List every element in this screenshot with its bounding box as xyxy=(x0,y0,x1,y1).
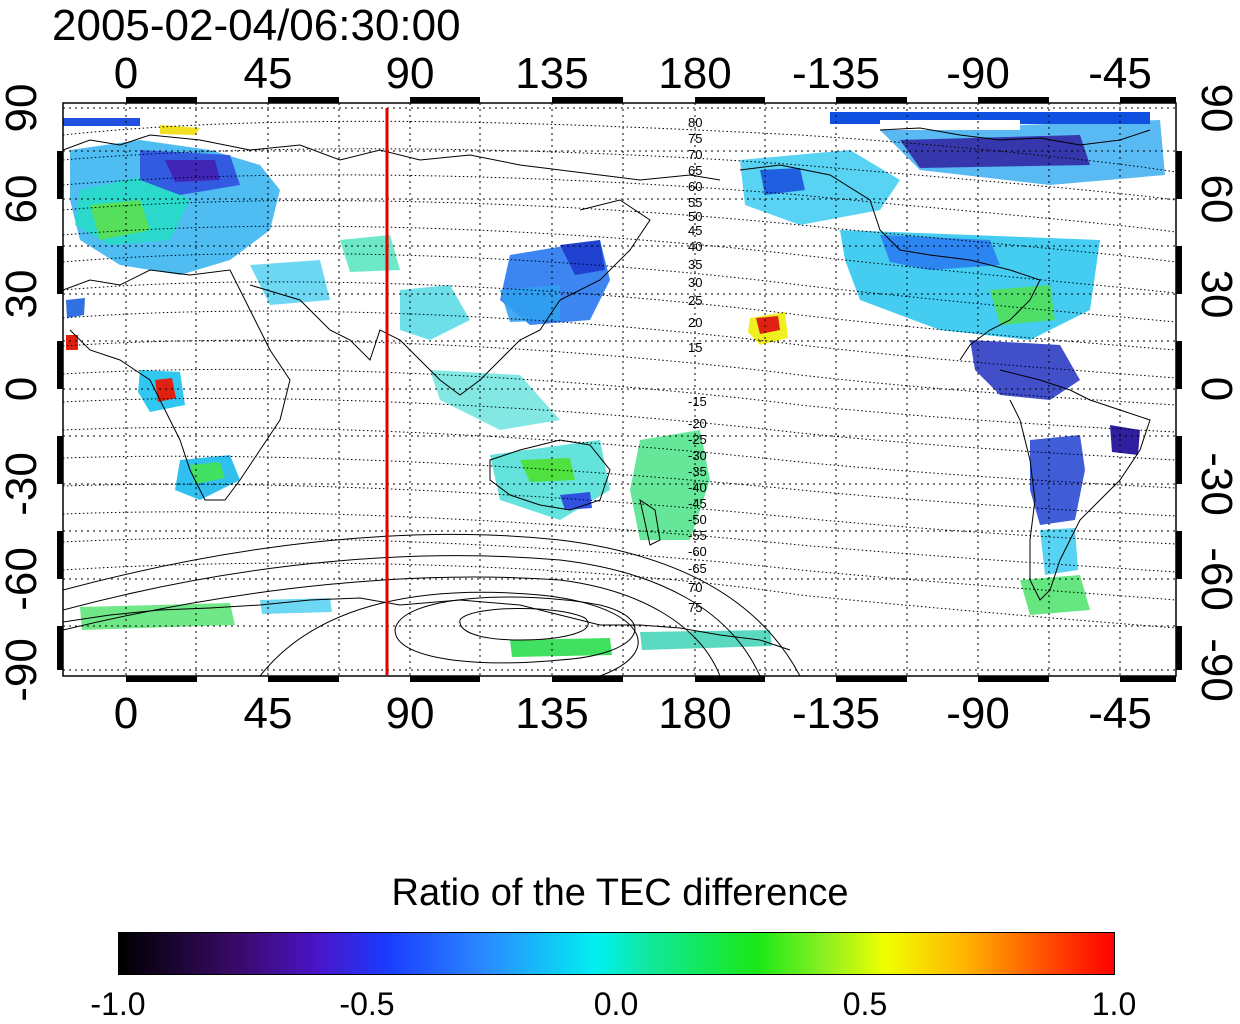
contour-label: 55 xyxy=(688,195,702,210)
lat-tick-label: 0 xyxy=(1192,377,1240,401)
lat-tick-label: 90 xyxy=(1192,84,1240,133)
contour-label: -20 xyxy=(688,416,707,431)
contour-label: 45 xyxy=(688,223,702,238)
contour-label: -60 xyxy=(688,544,707,559)
lon-tick-label: 45 xyxy=(244,49,293,98)
colorbar-title: Ratio of the TEC difference xyxy=(391,872,849,914)
lon-tick-label: -45 xyxy=(1088,689,1152,738)
contour-labels-north: 80 75 70 65 60 55 50 45 40 35 30 25 20 1… xyxy=(688,115,702,355)
colorbar-tick-label: 0.0 xyxy=(593,986,639,1022)
lat-tick-label: 30 xyxy=(1192,270,1240,319)
contour-label: 70 xyxy=(688,580,702,595)
contour-label: 75 xyxy=(688,131,702,146)
lat-tick-label: -30 xyxy=(1192,452,1240,516)
colorbar-tick-label: -1.0 xyxy=(90,986,146,1022)
contour-label: -50 xyxy=(688,512,707,527)
contour-label: -55 xyxy=(688,528,707,543)
coastlines xyxy=(63,127,1151,651)
contour-label: -35 xyxy=(688,464,707,479)
contour-label: 40 xyxy=(688,239,702,254)
lon-tick-label: -90 xyxy=(946,689,1010,738)
contour-label: 50 xyxy=(688,209,702,224)
lon-tick-label: 135 xyxy=(515,49,588,98)
lon-tick-label: 135 xyxy=(515,689,588,738)
colorbar-tick-label: 1.0 xyxy=(1091,986,1137,1022)
lon-tick-label: 180 xyxy=(658,689,731,738)
contour-label: -65 xyxy=(688,561,707,576)
lon-tick-label: 180 xyxy=(658,49,731,98)
contour-label: 75 xyxy=(688,600,702,615)
contour-label: -40 xyxy=(688,480,707,495)
axis-bars xyxy=(57,97,1182,682)
contour-label: 80 xyxy=(688,115,702,130)
lat-tick-label: 60 xyxy=(0,175,46,224)
timestamp-title: 2005-02-04/06:30:00 xyxy=(52,1,461,50)
contour-label: -30 xyxy=(688,448,707,463)
lat-tick-label: 60 xyxy=(1192,175,1240,224)
contour-label: 60 xyxy=(688,179,702,194)
lon-labels-bottom: 0 45 90 135 180 -135 -90 -45 xyxy=(114,689,1152,738)
contour-label: 30 xyxy=(688,275,702,290)
lon-tick-label: -135 xyxy=(792,689,880,738)
lat-labels-left: 90 60 30 0 -30 -60 -90 xyxy=(0,84,46,702)
lat-tick-label: -30 xyxy=(0,452,46,516)
colorbar xyxy=(118,932,1115,975)
contour-label: -15 xyxy=(688,394,707,409)
contour-label: 15 xyxy=(688,340,702,355)
lat-tick-label: -60 xyxy=(0,547,46,611)
lat-tick-label: 90 xyxy=(0,84,46,133)
lon-tick-label: 0 xyxy=(114,689,138,738)
lat-tick-label: 0 xyxy=(0,377,46,401)
lat-tick-label: -60 xyxy=(1192,547,1240,611)
lat-tick-label: 30 xyxy=(0,270,46,319)
contour-labels-south: -15 -20 -25 -30 -35 -40 -45 -50 -55 -60 … xyxy=(688,394,707,615)
tec-map: 80 75 70 65 60 55 50 45 40 35 30 25 20 1… xyxy=(0,49,1240,738)
lon-tick-label: -135 xyxy=(792,49,880,98)
contour-label: -25 xyxy=(688,432,707,447)
lon-tick-label: 45 xyxy=(244,689,293,738)
contour-label: 70 xyxy=(688,147,702,162)
lon-tick-label: -90 xyxy=(946,49,1010,98)
lon-tick-label: 90 xyxy=(386,49,435,98)
lat-labels-right: 90 60 30 0 -30 -60 -90 xyxy=(1192,84,1240,702)
lon-tick-label: 90 xyxy=(386,689,435,738)
colorbar-tick-label: -0.5 xyxy=(339,986,395,1022)
contour-label: 25 xyxy=(688,293,702,308)
lon-labels-top: 0 45 90 135 180 -135 -90 -45 xyxy=(114,49,1152,98)
colorbar-tick-label: 0.5 xyxy=(842,986,888,1022)
contour-label: 65 xyxy=(688,163,702,178)
south-polar-contours xyxy=(63,533,801,676)
lat-tick-label: -90 xyxy=(1192,638,1240,702)
lon-tick-label: -45 xyxy=(1088,49,1152,98)
contour-label: 35 xyxy=(688,257,702,272)
contour-label: -45 xyxy=(688,496,707,511)
lon-tick-label: 0 xyxy=(114,49,138,98)
tec-data-patches xyxy=(63,112,1165,657)
lat-tick-label: -90 xyxy=(0,638,46,702)
contour-label: 20 xyxy=(688,315,702,330)
